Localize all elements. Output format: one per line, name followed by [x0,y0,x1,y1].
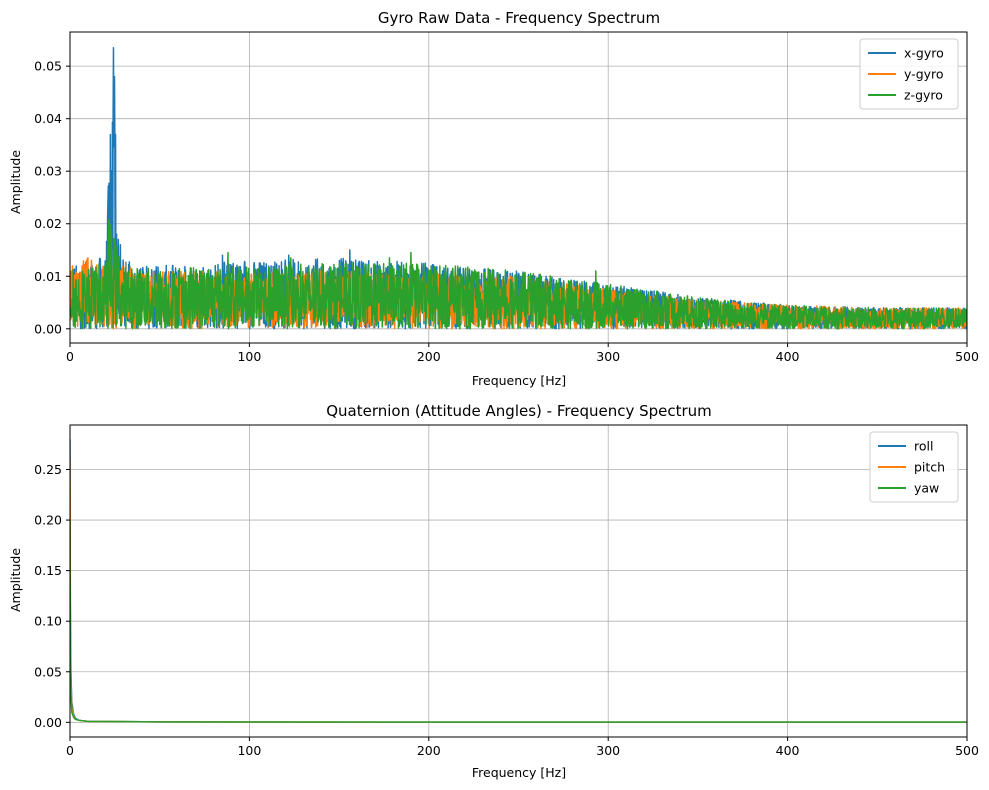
x-tick-label: 400 [776,743,800,758]
x-tick-label: 400 [776,349,800,364]
y-tick-label: 0.00 [34,321,62,336]
chart-title: Quaternion (Attitude Angles) - Frequency… [326,402,712,420]
legend-label-y-gyro: y-gyro [904,67,944,82]
x-tick-label: 300 [596,743,620,758]
x-tick-label: 200 [417,349,441,364]
x-tick-label: 0 [66,743,74,758]
legend-box [859,38,959,110]
legend-box [869,431,959,503]
y-tick-label: 0.15 [34,563,62,578]
quaternion-spectrum-chart: Quaternion (Attitude Angles) - Frequency… [8,402,979,780]
x-tick-label: 100 [237,743,261,758]
legend-label-roll: roll [914,439,933,454]
legend-label-pitch: pitch [914,460,945,475]
y-tick-label: 0.04 [34,111,62,126]
legend-label-x-gyro: x-gyro [904,46,944,61]
x-tick-label: 500 [955,349,979,364]
y-tick-label: 0.25 [34,462,62,477]
legend: roll pitch yaw [869,431,959,503]
y-tick-label: 0.10 [34,614,62,629]
y-axis-label: Amplitude [8,548,23,612]
y-tick-label: 0.00 [34,715,62,730]
x-axis-label: Frequency [Hz] [472,373,566,388]
y-axis-label: Amplitude [8,150,23,214]
y-tick-label: 0.02 [34,216,62,231]
y-tick-label: 0.20 [34,513,62,528]
x-tick-label: 0 [66,349,74,364]
gyro-spectrum-chart: Gyro Raw Data - Frequency Spectrum 0 100 2… [8,9,979,388]
legend: x-gyro y-gyro z-gyro [859,38,959,110]
y-tick-label: 0.01 [34,269,62,284]
plot-frame [69,31,968,344]
y-tick-label: 0.03 [34,164,62,179]
chart-title: Gyro Raw Data - Frequency Spectrum [378,9,660,27]
x-tick-label: 300 [596,349,620,364]
legend-label-z-gyro: z-gyro [904,88,943,103]
y-tick-label: 0.05 [34,59,62,74]
plot-frame [69,424,968,738]
y-tick-label: 0.05 [34,664,62,679]
x-tick-label: 200 [417,743,441,758]
x-axis-label: Frequency [Hz] [472,765,566,780]
x-tick-label: 500 [955,743,979,758]
legend-label-yaw: yaw [914,481,939,496]
series-line-yaw [70,520,967,723]
series-line-z-gyro [70,217,967,330]
x-tick-label: 100 [237,349,261,364]
